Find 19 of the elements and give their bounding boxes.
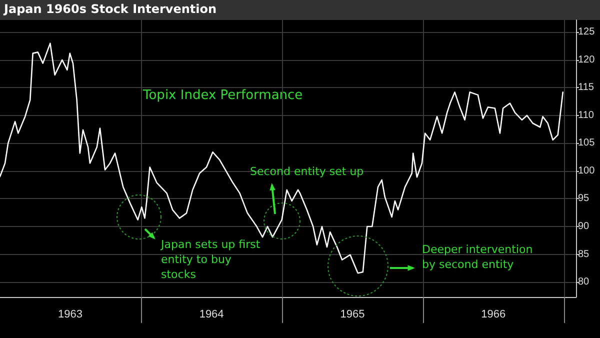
x-tick-label: 1965 bbox=[340, 308, 365, 320]
y-tick-label: 110 bbox=[578, 110, 594, 121]
x-tick-label: 1964 bbox=[199, 308, 224, 320]
y-tick-label: 105 bbox=[578, 138, 596, 149]
y-tick-label: 85 bbox=[578, 248, 590, 260]
chart-title: Japan 1960s Stock Intervention bbox=[3, 2, 217, 16]
text: Topix Index Performance bbox=[142, 88, 303, 103]
y-tick-label: 90 bbox=[578, 221, 590, 232]
x-tick-label: 1966 bbox=[481, 308, 506, 320]
annotation: Japan sets up first entity to buy stocks bbox=[160, 238, 264, 281]
y-tick-label: 125 bbox=[578, 26, 596, 38]
annotation: Second entity set up bbox=[250, 165, 364, 178]
y-tick-label: 120 bbox=[578, 54, 596, 66]
y-tick-label: 95 bbox=[578, 193, 590, 204]
x-tick-label: 1963 bbox=[58, 308, 83, 320]
y-tick-label: 80 bbox=[578, 276, 590, 288]
annotation: Deeper intervention by second entity bbox=[422, 243, 536, 271]
y-tick-label: 115 bbox=[578, 82, 594, 94]
y-tick-label: 100 bbox=[578, 165, 596, 176]
